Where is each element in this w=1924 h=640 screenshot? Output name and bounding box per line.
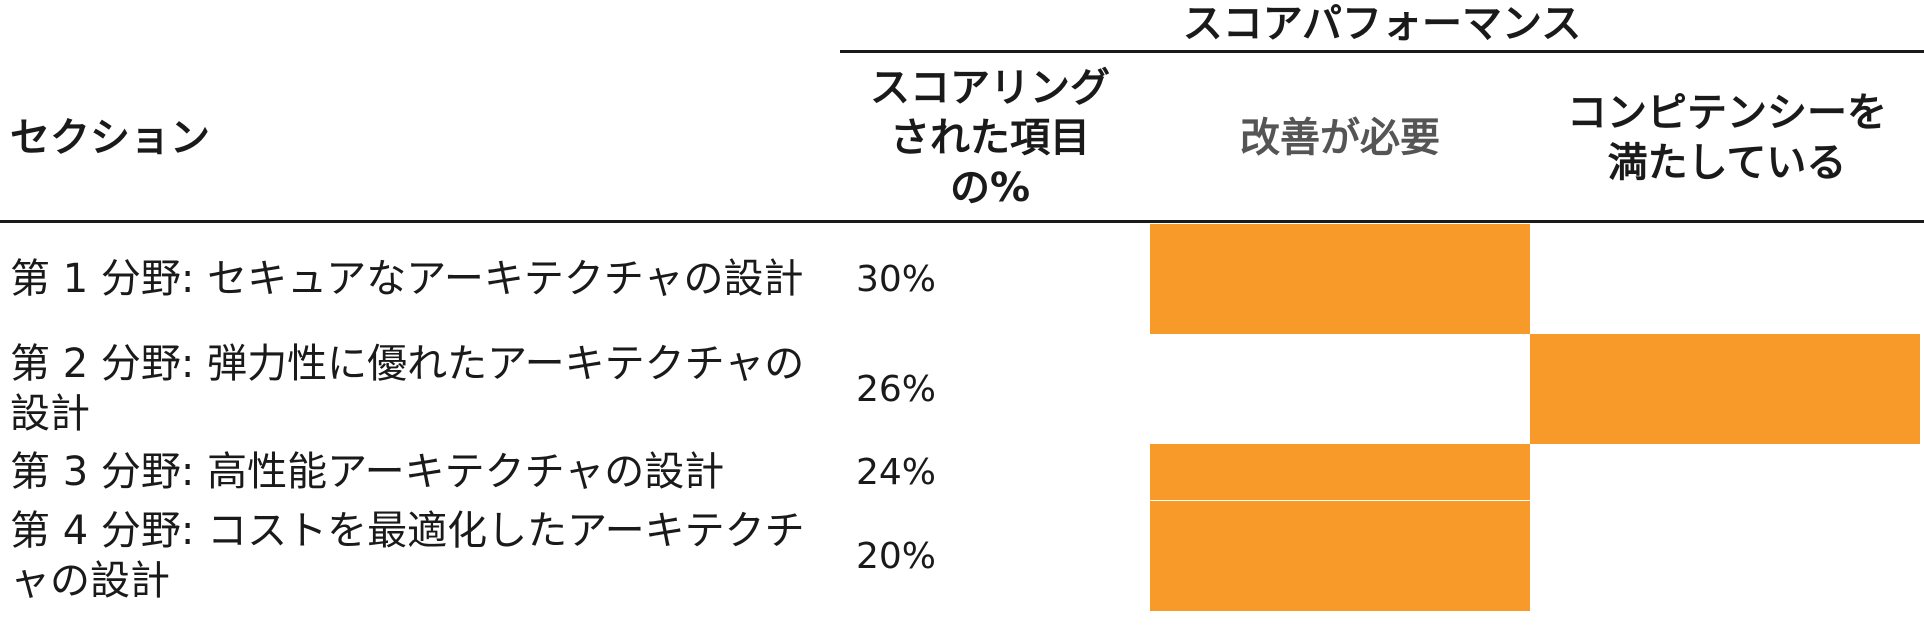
table-row-percent: 24%	[856, 451, 937, 493]
table-row-percent: 26%	[856, 368, 937, 410]
score-performance-header: スコアパフォーマンス	[1182, 1, 1582, 47]
table-row-percent: 20%	[856, 535, 937, 577]
group-header-rule	[840, 50, 1924, 53]
header-rule	[0, 220, 1924, 223]
needs-improvement-column-header: 改善が必要	[1240, 115, 1440, 161]
meets-competency-bar	[1530, 334, 1920, 444]
table-row-section: 第 1 分野: セキュアなアーキテクチャの設計	[10, 256, 804, 302]
needs-improvement-bar	[1150, 224, 1530, 334]
percent-column-header: スコアリングされた項目の%	[840, 56, 1140, 220]
meets-competency-column-header: コンピテンシーを満たしている	[1530, 56, 1924, 220]
section-column-header: セクション	[10, 115, 210, 161]
table-row-section: 第 4 分野: コストを最適化したアーキテクチャの設計	[10, 508, 805, 604]
needs-improvement-bar	[1150, 501, 1530, 611]
meets-competency-column-header-text: コンピテンシーを満たしている	[1567, 90, 1887, 186]
percent-column-header-text: スコアリングされた項目の%	[870, 65, 1110, 211]
table-row-percent: 30%	[856, 258, 937, 300]
needs-improvement-bar	[1150, 444, 1530, 500]
table-row-section: 第 3 分野: 高性能アーキテクチャの設計	[10, 449, 725, 495]
table-row-section: 第 2 分野: 弾力性に優れたアーキテクチャの設計	[10, 341, 805, 437]
